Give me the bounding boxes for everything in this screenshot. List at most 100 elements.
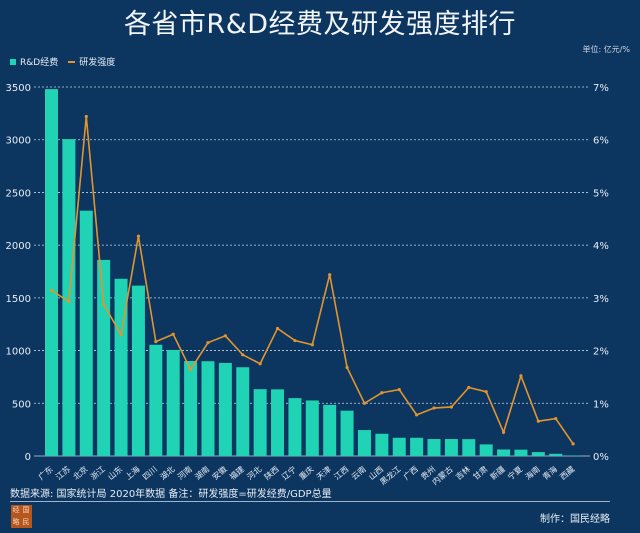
bar bbox=[427, 439, 441, 456]
x-tick-label: 湖南 bbox=[193, 464, 212, 482]
bar bbox=[184, 361, 198, 456]
x-tick-label: 河南 bbox=[175, 464, 194, 482]
line-point bbox=[188, 367, 193, 372]
bar bbox=[236, 367, 250, 456]
x-tick-label: 辽宁 bbox=[280, 464, 299, 482]
line-point bbox=[571, 442, 575, 446]
bar bbox=[410, 437, 424, 456]
x-tick-label: 海南 bbox=[523, 464, 542, 482]
line-point bbox=[345, 365, 349, 370]
x-tick-label: 江苏 bbox=[53, 464, 72, 482]
line-point bbox=[519, 374, 523, 378]
bar bbox=[253, 389, 267, 456]
x-tick-label: 广西 bbox=[401, 464, 420, 482]
legend-bar-swatch bbox=[10, 58, 16, 65]
bar bbox=[149, 344, 163, 456]
legend-bar-label: R&D经费 bbox=[20, 58, 59, 68]
y-right-tick-label: 0% bbox=[593, 452, 609, 463]
y-right-tick-label: 3% bbox=[593, 294, 609, 305]
bar bbox=[340, 410, 354, 456]
x-tick-label: 上海 bbox=[123, 464, 142, 482]
x-tick-label: 江西 bbox=[332, 465, 350, 482]
y-left-tick-label: 3000 bbox=[6, 136, 31, 147]
y-right-tick-label: 7% bbox=[593, 83, 609, 94]
bar bbox=[375, 433, 389, 456]
unit-label: 单位: 亿元/% bbox=[582, 45, 630, 54]
line-point bbox=[293, 338, 297, 343]
line-point bbox=[484, 390, 488, 394]
line-point bbox=[171, 332, 175, 336]
bar bbox=[305, 400, 319, 456]
y-right-tick-label: 4% bbox=[593, 241, 609, 252]
line-point bbox=[328, 273, 332, 277]
x-tick-label: 天津 bbox=[314, 464, 333, 482]
x-tick-label: 福建 bbox=[227, 464, 246, 482]
bar bbox=[444, 439, 458, 456]
y-left-tick-label: 3500 bbox=[6, 83, 31, 94]
x-tick-label: 北京 bbox=[71, 464, 90, 482]
x-tick-label: 云南 bbox=[349, 464, 368, 482]
bar bbox=[392, 437, 406, 456]
bar bbox=[357, 430, 371, 456]
y-right-tick-label: 2% bbox=[593, 347, 609, 358]
line-point bbox=[102, 302, 106, 306]
line-point bbox=[136, 234, 141, 238]
bar bbox=[166, 349, 180, 456]
y-left-tick-label: 500 bbox=[12, 399, 31, 410]
legend: R&D经费 研发强度 bbox=[10, 55, 115, 68]
credit: 制作：国民经略 bbox=[540, 514, 610, 525]
line-point bbox=[258, 362, 262, 366]
bar bbox=[531, 452, 545, 456]
y-right-tick-label: 5% bbox=[593, 188, 609, 199]
legend-line-label: 研发强度 bbox=[79, 58, 116, 68]
logo: 经国略民 bbox=[11, 505, 32, 528]
line-point bbox=[84, 114, 88, 119]
y-right-tick-label: 1% bbox=[593, 399, 609, 410]
line-point bbox=[380, 391, 384, 395]
line-point bbox=[223, 334, 227, 338]
bar bbox=[497, 449, 511, 456]
x-tick-label: 青海 bbox=[540, 464, 559, 482]
line-point bbox=[49, 288, 54, 293]
x-tick-label: 广东 bbox=[36, 464, 55, 482]
x-tick-label: 重庆 bbox=[297, 464, 316, 482]
line-point bbox=[362, 401, 367, 405]
x-tick-label: 吉林 bbox=[453, 464, 472, 482]
x-tick-label: 甘肃 bbox=[471, 464, 490, 482]
line-point bbox=[449, 405, 454, 409]
x-tick-label: 新疆 bbox=[488, 464, 507, 482]
chart-title: 各省市R&D经费及研发强度排行 bbox=[123, 9, 517, 40]
bar bbox=[271, 389, 285, 456]
line-point bbox=[536, 419, 540, 423]
bar bbox=[131, 285, 145, 456]
bar bbox=[462, 439, 476, 456]
line-point bbox=[397, 387, 401, 392]
y-left-tick-label: 0 bbox=[25, 452, 31, 463]
bar bbox=[79, 210, 93, 456]
x-tick-label: 西藏 bbox=[558, 464, 577, 482]
x-tick-label: 河北 bbox=[245, 464, 264, 482]
line-point bbox=[501, 430, 506, 434]
x-tick-label: 湖北 bbox=[158, 465, 176, 482]
line-point bbox=[154, 340, 158, 344]
intensity-line bbox=[51, 116, 574, 445]
line-point bbox=[554, 416, 558, 421]
line-point bbox=[310, 343, 314, 347]
line-point bbox=[241, 353, 245, 357]
line-point bbox=[415, 413, 419, 417]
x-tick-label: 宁夏 bbox=[506, 464, 525, 482]
x-tick-label: 陕西 bbox=[262, 464, 281, 482]
line-point bbox=[275, 326, 280, 331]
x-tick-label: 浙江 bbox=[88, 464, 107, 482]
y-left-tick-label: 1000 bbox=[6, 347, 31, 358]
line-point bbox=[432, 406, 436, 410]
y-left-tick-label: 1500 bbox=[6, 294, 31, 305]
x-tick-label: 安徽 bbox=[210, 464, 229, 482]
x-tick-label: 四川 bbox=[141, 465, 159, 482]
y-left-tick-label: 2500 bbox=[6, 188, 31, 199]
bar bbox=[323, 404, 337, 456]
y-left-tick-label: 2000 bbox=[6, 241, 31, 252]
x-tick-label: 山东 bbox=[106, 464, 125, 482]
bar bbox=[288, 398, 302, 456]
